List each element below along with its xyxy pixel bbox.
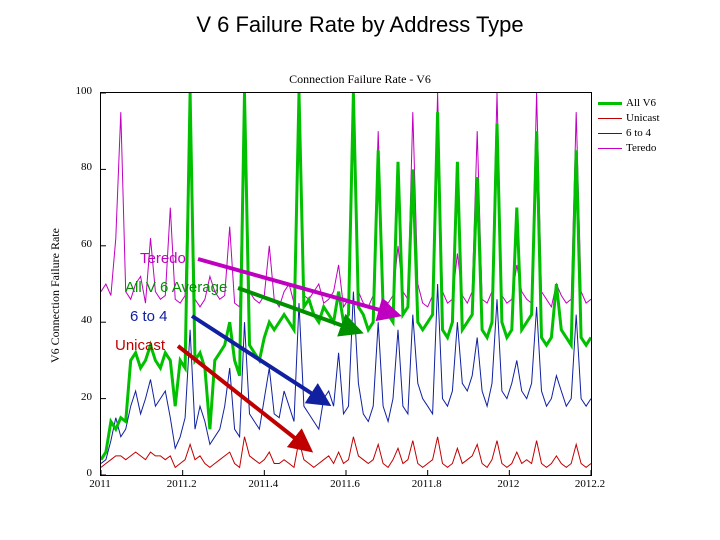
legend-label: All V6 bbox=[626, 97, 656, 109]
x-tick-label: 2011 bbox=[75, 478, 125, 490]
legend-label: Unicast bbox=[626, 112, 660, 124]
x-tick-label: 2011.8 bbox=[402, 478, 452, 490]
chart-subtitle: Connection Failure Rate - V6 bbox=[0, 72, 720, 87]
annotation-label: 6 to 4 bbox=[130, 308, 168, 325]
series-line bbox=[101, 93, 591, 460]
legend-item: 6 to 4 bbox=[598, 126, 660, 140]
page-title: V 6 Failure Rate by Address Type bbox=[0, 12, 720, 38]
series-line bbox=[101, 93, 591, 307]
annotation-label: All V 6 Average bbox=[125, 279, 227, 296]
annotation-label: Teredo bbox=[140, 250, 186, 267]
legend-item: Teredo bbox=[598, 141, 660, 155]
x-tick-label: 2011.6 bbox=[320, 478, 370, 490]
legend-label: 6 to 4 bbox=[626, 127, 651, 139]
legend-item: All V6 bbox=[598, 96, 660, 110]
y-tick-label: 20 bbox=[62, 391, 92, 403]
legend-item: Unicast bbox=[598, 111, 660, 125]
x-tick-label: 2011.2 bbox=[157, 478, 207, 490]
y-tick-label: 60 bbox=[62, 238, 92, 250]
y-tick-label: 80 bbox=[62, 161, 92, 173]
series-line bbox=[101, 284, 591, 464]
x-tick-label: 2012 bbox=[483, 478, 533, 490]
legend-swatch bbox=[598, 102, 622, 105]
y-axis-label: V6 Connection Failure Rate bbox=[48, 228, 63, 363]
y-tick-label: 40 bbox=[62, 314, 92, 326]
legend-label: Teredo bbox=[626, 142, 656, 154]
legend-swatch bbox=[598, 133, 622, 134]
legend-swatch bbox=[598, 118, 622, 119]
legend-swatch bbox=[598, 148, 622, 149]
x-tick-label: 2011.4 bbox=[238, 478, 288, 490]
chart-legend: All V6 Unicast 6 to 4 Teredo bbox=[598, 96, 660, 156]
x-tick-label: 2012.2 bbox=[565, 478, 615, 490]
annotation-label: Unicast bbox=[115, 337, 165, 354]
y-tick-label: 100 bbox=[62, 85, 92, 97]
